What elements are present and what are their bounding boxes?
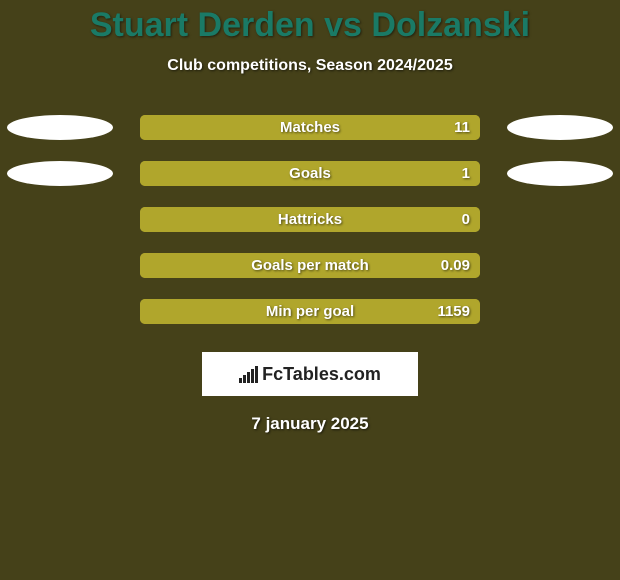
right-pill: [507, 115, 613, 140]
stat-value: 1159: [437, 299, 470, 324]
subtitle: Club competitions, Season 2024/2025: [0, 57, 620, 75]
stat-rows: Matches11 Goals1 Hattricks0 Goals per match…: [0, 115, 620, 324]
stat-label: Matches: [140, 115, 480, 140]
stat-row: Goals1: [0, 161, 620, 186]
left-pill: [7, 115, 113, 140]
page-title: Stuart Derden vs Dolzanski: [0, 0, 620, 45]
stat-row: Goals per match0.09: [0, 253, 620, 278]
stat-value: 1: [462, 161, 470, 186]
brand-badge: FcTables.com: [202, 352, 418, 396]
left-pill: [7, 161, 113, 186]
stat-label: Goals: [140, 161, 480, 186]
stat-row: Matches11: [0, 115, 620, 140]
stat-label: Min per goal: [140, 299, 480, 324]
stat-row: Min per goal1159: [0, 299, 620, 324]
stat-label: Hattricks: [140, 207, 480, 232]
comparison-card: Stuart Derden vs Dolzanski Club competit…: [0, 0, 620, 580]
bar-chart-icon: [239, 365, 258, 383]
stat-value: 0: [462, 207, 470, 232]
stat-label: Goals per match: [140, 253, 480, 278]
stat-row: Hattricks0: [0, 207, 620, 232]
snapshot-date: 7 january 2025: [0, 414, 620, 434]
stat-value: 11: [454, 115, 470, 140]
brand-text: FcTables.com: [262, 364, 381, 385]
stat-value: 0.09: [441, 253, 470, 278]
right-pill: [507, 161, 613, 186]
